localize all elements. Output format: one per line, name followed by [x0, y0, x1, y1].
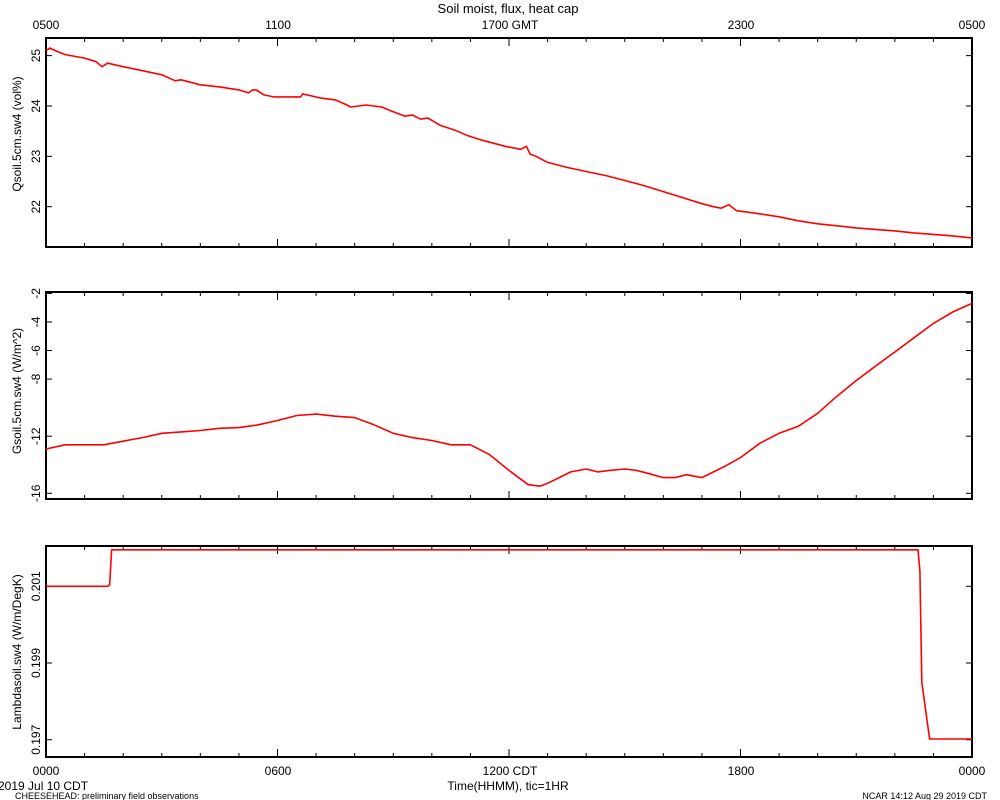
bottom-tick-label: 1200 CDT	[483, 764, 538, 778]
series-line	[45, 47, 973, 239]
plot-frame	[45, 291, 973, 500]
series-line	[46, 548, 972, 740]
bottom-tick-label: 0000	[33, 764, 60, 778]
panel-soil-heat-flux: -2 -4 -6 -8 -12 -16	[29, 288, 973, 502]
plot-frame	[45, 37, 973, 248]
series-line	[45, 302, 973, 488]
y-tick-label: 0.199	[29, 648, 43, 678]
y-tick-label: 24	[29, 99, 43, 113]
y-axis-label-moisture: Qsoil.5cm.sw4 (vol%)	[10, 76, 24, 191]
bottom-tick-label: 0000	[959, 764, 986, 778]
generation-stamp: NCAR 14:12 Aug 29 2019 CDT	[862, 791, 987, 800]
y-tick-label: 0.197	[29, 724, 43, 754]
y-tick-label: -16	[29, 484, 43, 502]
bottom-tick-label: 1800	[728, 764, 755, 778]
project-label: CHEESEHEAD: preliminary field observatio…	[15, 791, 199, 800]
chart-title: Soil moist, flux, heat cap	[438, 1, 579, 16]
y-axis-label-conductivity: Lambdasoil.sw4 (W/m/DegK)	[10, 574, 24, 729]
top-tick-label: 2300	[728, 18, 755, 32]
y-tick-label: -12	[29, 427, 43, 445]
panel-soil-moisture: 22 23 24 25	[29, 37, 973, 248]
y-tick-label: -8	[29, 373, 43, 384]
y-tick-label: 23	[29, 149, 43, 163]
y-axis-label-flux: Gsoil.5cm.sw4 (W/m^2)	[10, 328, 24, 454]
top-tick-label: 0500	[959, 18, 986, 32]
plot-frame	[45, 545, 973, 758]
y-tick-label: -4	[29, 316, 43, 327]
y-tick-label: 0.201	[29, 571, 43, 601]
bottom-tick-label: 0600	[265, 764, 292, 778]
top-axis-labels: 0500 1100 1700 GMT 2300 0500	[33, 18, 986, 32]
panel-thermal-conductivity: 0.201 0.199 0.197	[29, 545, 973, 758]
y-tick-label: 22	[29, 200, 43, 214]
top-tick-label: 1100	[265, 18, 291, 32]
bottom-axis-labels: 0000 0600 1200 CDT 1800 0000	[33, 764, 986, 778]
y-tick-label: 25	[29, 49, 43, 63]
top-tick-label: 1700 GMT	[482, 18, 539, 32]
y-tick-label: -6	[29, 345, 43, 356]
date-label: 2019 Jul 10 CDT	[0, 779, 89, 793]
y-tick-label: -2	[29, 288, 43, 299]
x-axis-label: Time(HHMM), tic=1HR	[447, 779, 569, 793]
top-tick-label: 0500	[33, 18, 60, 32]
